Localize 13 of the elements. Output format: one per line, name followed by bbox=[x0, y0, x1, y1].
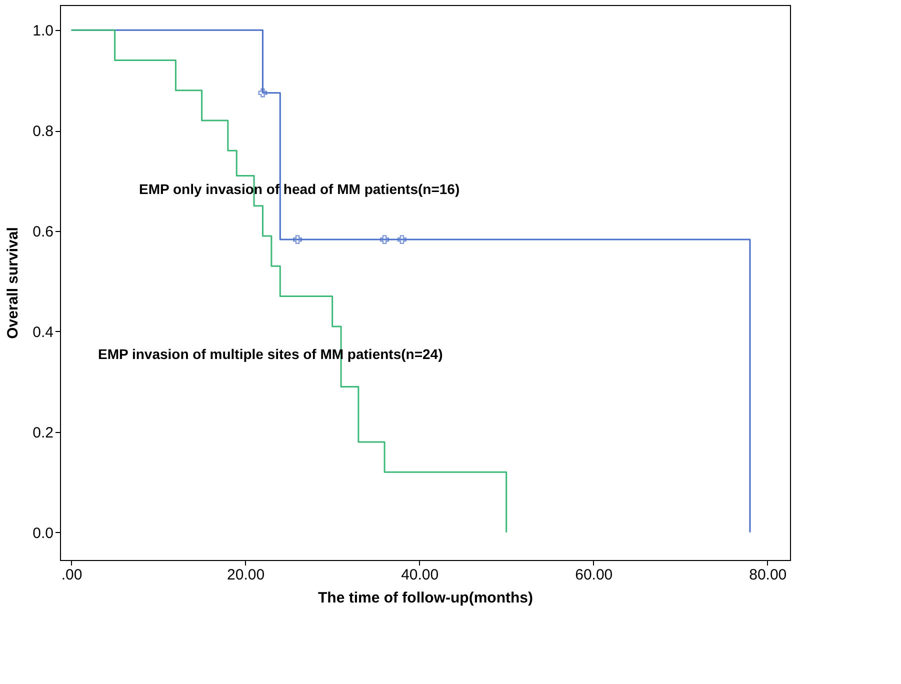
y-tick-label: 1.0 bbox=[32, 22, 54, 40]
x-tick-label: 20.00 bbox=[227, 566, 265, 584]
y-tick-label: 0.4 bbox=[32, 324, 54, 341]
y-tick-label: 0.6 bbox=[32, 224, 54, 241]
y-tick-label: 0.2 bbox=[32, 424, 54, 442]
y-tick-label: 0.0 bbox=[32, 524, 54, 542]
x-tick-label: .00 bbox=[61, 566, 82, 584]
x-tick-label: 40.00 bbox=[401, 566, 439, 584]
x-axis-title: The time of follow-up(months) bbox=[318, 590, 533, 606]
x-tick-label: 80.00 bbox=[749, 566, 787, 584]
y-tick-label: 0.8 bbox=[32, 123, 54, 140]
x-tick-label: 60.00 bbox=[575, 566, 613, 584]
y-axis-title: Overall survival bbox=[4, 227, 22, 339]
